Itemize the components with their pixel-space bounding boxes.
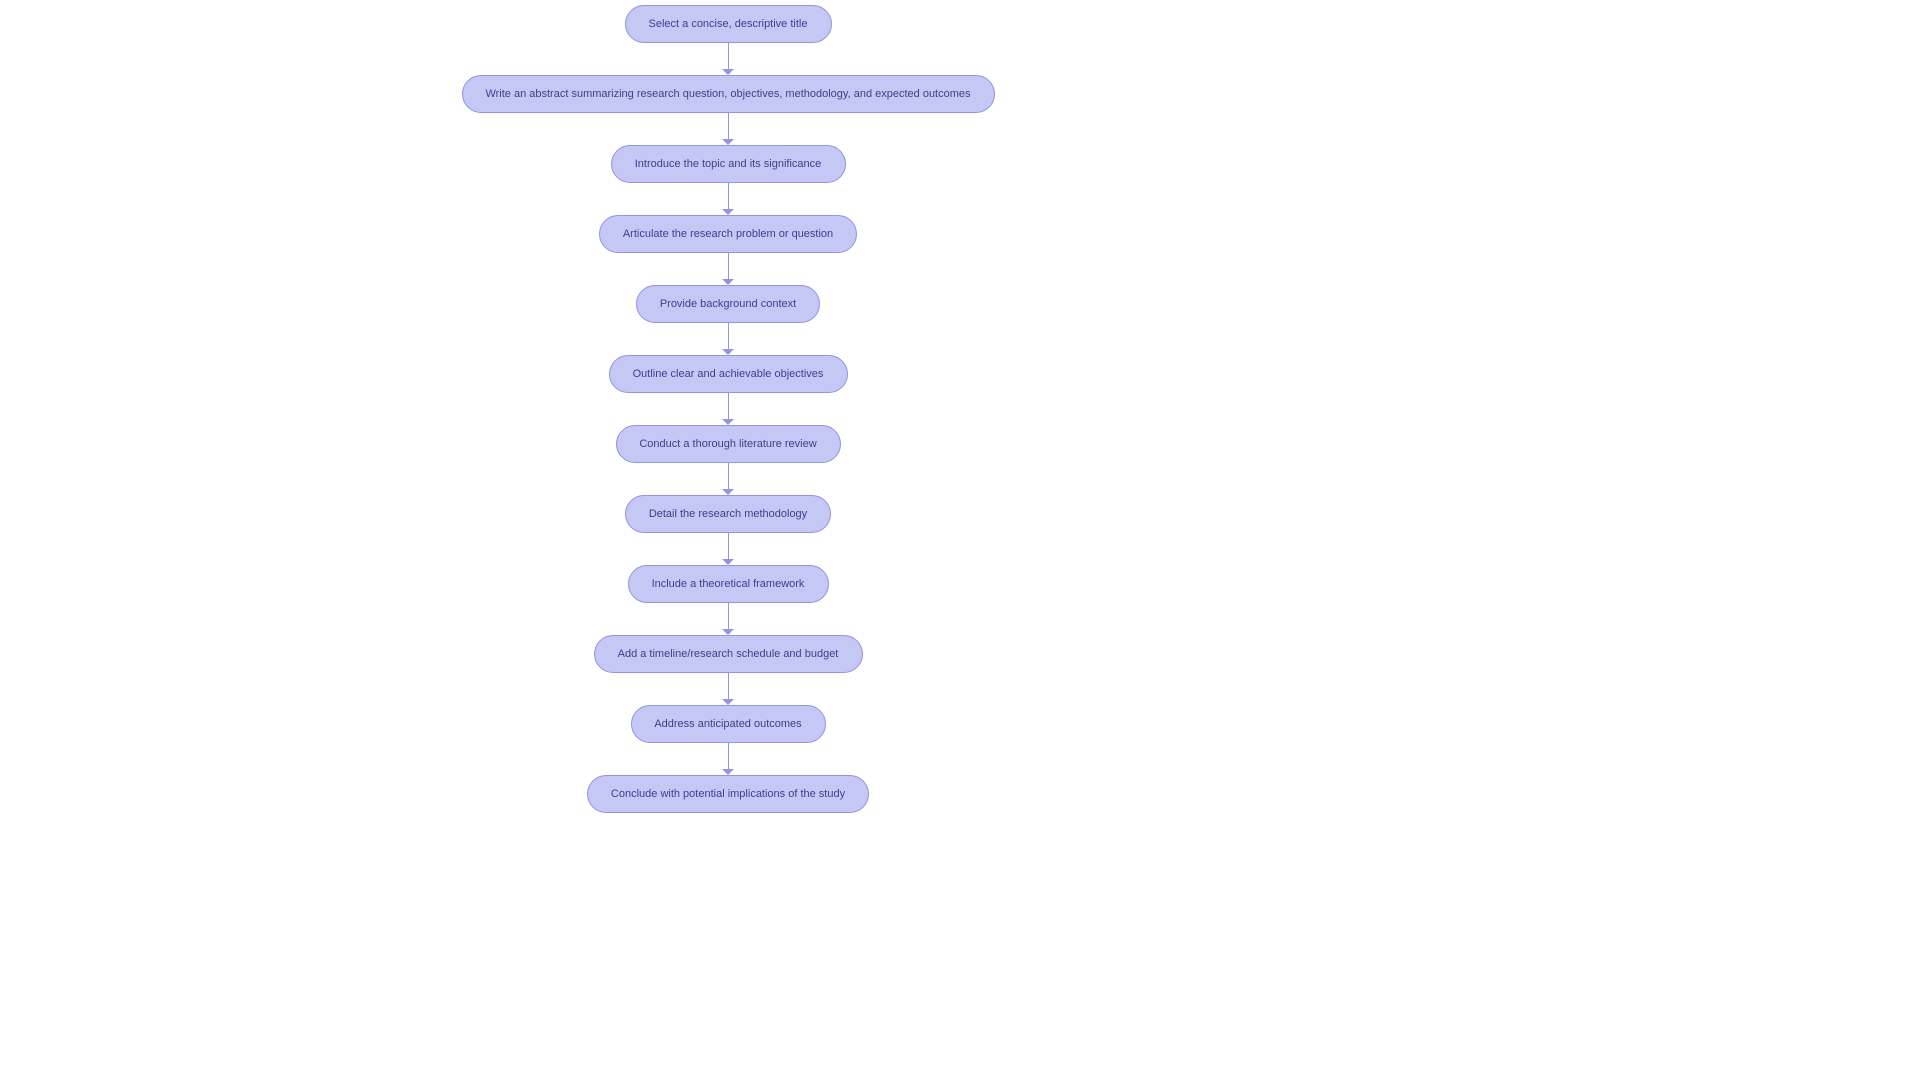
flow-node-label: Detail the research methodology xyxy=(649,508,807,520)
flow-node-label: Write an abstract summarizing research q… xyxy=(485,88,970,100)
flow-arrowhead xyxy=(722,559,734,565)
flow-edge xyxy=(728,533,729,559)
flow-node-label: Provide background context xyxy=(660,298,796,310)
flow-arrowhead xyxy=(722,279,734,285)
flow-edge xyxy=(728,43,729,69)
flow-node: Introduce the topic and its significance xyxy=(611,145,846,183)
flow-node: Provide background context xyxy=(636,285,820,323)
flow-arrowhead xyxy=(722,139,734,145)
flow-edge xyxy=(728,463,729,489)
flow-node-label: Introduce the topic and its significance xyxy=(635,158,822,170)
flow-node: Select a concise, descriptive title xyxy=(625,5,832,43)
flow-edge xyxy=(728,113,729,139)
flow-edge xyxy=(728,323,729,349)
flow-edge xyxy=(728,183,729,209)
flow-arrowhead xyxy=(722,699,734,705)
flow-node: Write an abstract summarizing research q… xyxy=(462,75,995,113)
flow-arrowhead xyxy=(722,419,734,425)
flow-node: Address anticipated outcomes xyxy=(631,705,826,743)
flow-arrowhead xyxy=(722,209,734,215)
flow-arrowhead xyxy=(722,349,734,355)
flow-node: Outline clear and achievable objectives xyxy=(609,355,848,393)
flow-edge xyxy=(728,603,729,629)
flow-node-label: Select a concise, descriptive title xyxy=(649,18,808,30)
flow-edge xyxy=(728,393,729,419)
flow-arrowhead xyxy=(722,629,734,635)
flow-node: Conclude with potential implications of … xyxy=(587,775,869,813)
flow-node: Include a theoretical framework xyxy=(628,565,829,603)
flow-edge xyxy=(728,673,729,699)
flow-node: Articulate the research problem or quest… xyxy=(599,215,857,253)
flow-node-label: Address anticipated outcomes xyxy=(654,718,801,730)
flow-arrowhead xyxy=(722,769,734,775)
flow-arrowhead xyxy=(722,489,734,495)
flow-edge xyxy=(728,743,729,769)
flow-node-label: Conclude with potential implications of … xyxy=(611,788,845,800)
flow-node: Conduct a thorough literature review xyxy=(616,425,841,463)
flowchart-canvas: Select a concise, descriptive title Write… xyxy=(0,0,1920,1080)
flow-node-label: Include a theoretical framework xyxy=(652,578,805,590)
flow-node-label: Conduct a thorough literature review xyxy=(639,438,816,450)
flow-node-label: Outline clear and achievable objectives xyxy=(633,368,824,380)
flow-node-label: Articulate the research problem or quest… xyxy=(623,228,833,240)
flow-arrowhead xyxy=(722,69,734,75)
flow-edge xyxy=(728,253,729,279)
flow-node: Detail the research methodology xyxy=(625,495,831,533)
flow-node: Add a timeline/research schedule and bud… xyxy=(594,635,863,673)
flow-node-label: Add a timeline/research schedule and bud… xyxy=(618,648,839,660)
